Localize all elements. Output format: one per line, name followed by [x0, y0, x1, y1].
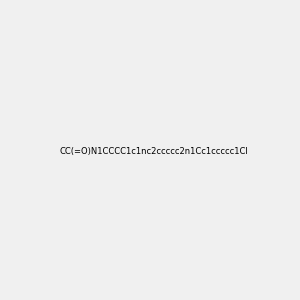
Text: CC(=O)N1CCCC1c1nc2ccccc2n1Cc1ccccc1Cl: CC(=O)N1CCCC1c1nc2ccccc2n1Cc1ccccc1Cl [59, 147, 248, 156]
